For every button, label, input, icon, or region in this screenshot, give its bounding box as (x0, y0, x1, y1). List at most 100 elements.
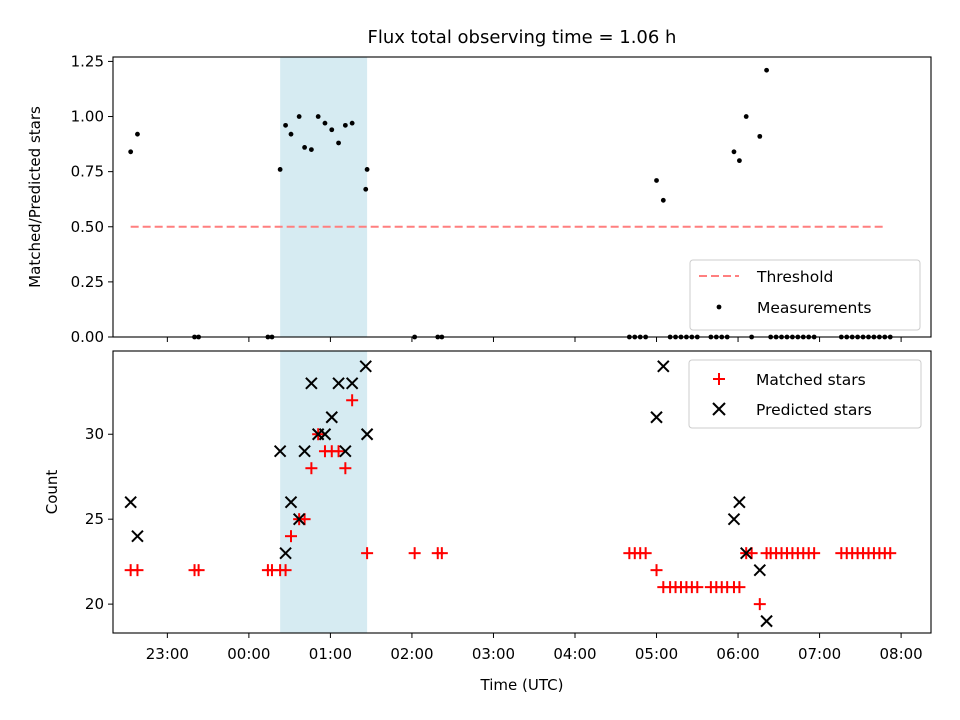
measurements-point (336, 140, 341, 146)
predicted-stars-point (318, 428, 332, 441)
x-tick-label: 23:00 (146, 645, 189, 663)
y-tick-label: 0.25 (71, 273, 104, 291)
predicted-stars-point (284, 495, 298, 509)
predicted-stars-point (273, 445, 287, 458)
predicted-stars-point (292, 512, 306, 526)
predicted-stars-point (727, 512, 741, 526)
matched-stars-point (346, 394, 359, 407)
x-tick-label: 05:00 (635, 645, 678, 663)
predicted-stars-point (733, 495, 746, 509)
measurements-point (764, 67, 769, 73)
matched-stars-point (192, 564, 205, 577)
matched-stars-point (435, 547, 448, 560)
measurements-point (364, 167, 370, 172)
predicted-stars-point (305, 377, 318, 390)
matched-stars-point (408, 547, 421, 560)
top-plot-frame (112, 56, 932, 338)
matched-stars-point (279, 564, 292, 577)
bottom-y-axis-label: Count (43, 470, 61, 515)
matched-stars-point (639, 547, 652, 560)
predicted-stars-point (760, 614, 773, 628)
predicted-stars-point (339, 445, 352, 458)
y-tick-label: 0.75 (71, 163, 104, 181)
predicted-stars-point (345, 377, 359, 390)
predicted-stars-point (739, 546, 753, 560)
x-tick-label: 00:00 (227, 645, 270, 663)
matched-stars-point (332, 445, 345, 458)
top-legend-box (689, 259, 921, 331)
top-legend: Threshold Measurements (689, 259, 921, 331)
measurements-point (128, 149, 134, 155)
measurements-point (296, 114, 302, 119)
measurements-point (660, 197, 666, 203)
bottom-legend: Matched stars Predicted stars (688, 359, 922, 429)
measurements-point (731, 149, 737, 155)
predicted-stars-point (359, 360, 372, 373)
y-tick-label: 0.50 (71, 218, 104, 236)
predicted-stars-point (131, 529, 144, 543)
matched-stars-point (808, 547, 821, 560)
predicted-stars-point (325, 411, 338, 424)
matched-stars-point (733, 581, 746, 594)
measurements-point (308, 147, 314, 152)
x-tick-label: 02:00 (390, 645, 433, 663)
predicted-stars-point (650, 411, 663, 424)
measurements-point (363, 186, 369, 192)
x-tick-label: 03:00 (472, 645, 515, 663)
top-panel: Flux total observing time = 1.06 h 0.00 0… (26, 27, 932, 346)
y-tick-label: 30 (85, 425, 104, 443)
matched-stars-point (131, 564, 144, 577)
measurements-point (288, 131, 294, 137)
x-axis-label: Time (UTC) (480, 676, 564, 694)
measurements-point (283, 122, 288, 128)
y-tick-label: 20 (85, 595, 104, 613)
bottom-legend-box (688, 359, 922, 429)
bottom-plot-frame (112, 350, 932, 634)
predicted-stars-point (298, 445, 311, 458)
x-tick-label: 07:00 (798, 645, 841, 663)
legend-label-measurements: Measurements (757, 299, 872, 317)
x-tick-label: 06:00 (716, 645, 759, 663)
x-tick-label: 01:00 (309, 645, 352, 663)
matched-stars-point (753, 598, 766, 611)
predicted-stars-point (657, 360, 670, 373)
measurements-point (757, 133, 763, 139)
measurements-point (315, 114, 321, 119)
measurements-point (743, 114, 749, 119)
bottom-panel: 20 25 30 23:00 00:00 01:00 02:00 03:00 04:00 05:… (43, 350, 932, 694)
measurements-point (277, 167, 283, 172)
top-y-axis-label: Matched/Predicted stars (26, 106, 44, 288)
measurements-point (349, 120, 355, 126)
predicted-stars-point (124, 495, 137, 509)
measurements-legend-swatch (716, 304, 722, 310)
matched-stars-point (285, 530, 298, 543)
measurements-point (302, 144, 307, 150)
matched-stars-point (305, 462, 318, 475)
predicted-stars-point (279, 546, 292, 560)
legend-label-matched-stars: Matched stars (756, 371, 866, 389)
measurements-point (329, 127, 335, 133)
y-tick-label: 1.25 (71, 52, 104, 70)
predicted-stars-point (360, 428, 374, 441)
y-tick-label: 25 (85, 510, 104, 528)
matched-stars-point (745, 547, 758, 560)
matched-stars-legend-swatch (713, 373, 725, 385)
top-shaded-interval (280, 57, 368, 337)
x-tick-label: 04:00 (553, 645, 596, 663)
measurements-point (654, 178, 659, 183)
legend-label-threshold: Threshold (756, 268, 833, 286)
bottom-shaded-interval (280, 351, 368, 633)
measurements-point (737, 158, 742, 164)
matched-stars-point (691, 581, 704, 594)
predicted-stars-point (332, 377, 345, 390)
y-tick-label: 0.00 (71, 328, 104, 346)
legend-label-predicted-stars: Predicted stars (756, 401, 872, 419)
measurements-point (322, 120, 328, 126)
chart-title: Flux total observing time = 1.06 h (368, 27, 677, 48)
predicted-stars-legend-swatch (712, 402, 726, 416)
measurements-point (342, 122, 348, 128)
matched-stars-point (650, 564, 663, 577)
matched-stars-point (361, 547, 374, 560)
predicted-stars-point (753, 563, 766, 577)
